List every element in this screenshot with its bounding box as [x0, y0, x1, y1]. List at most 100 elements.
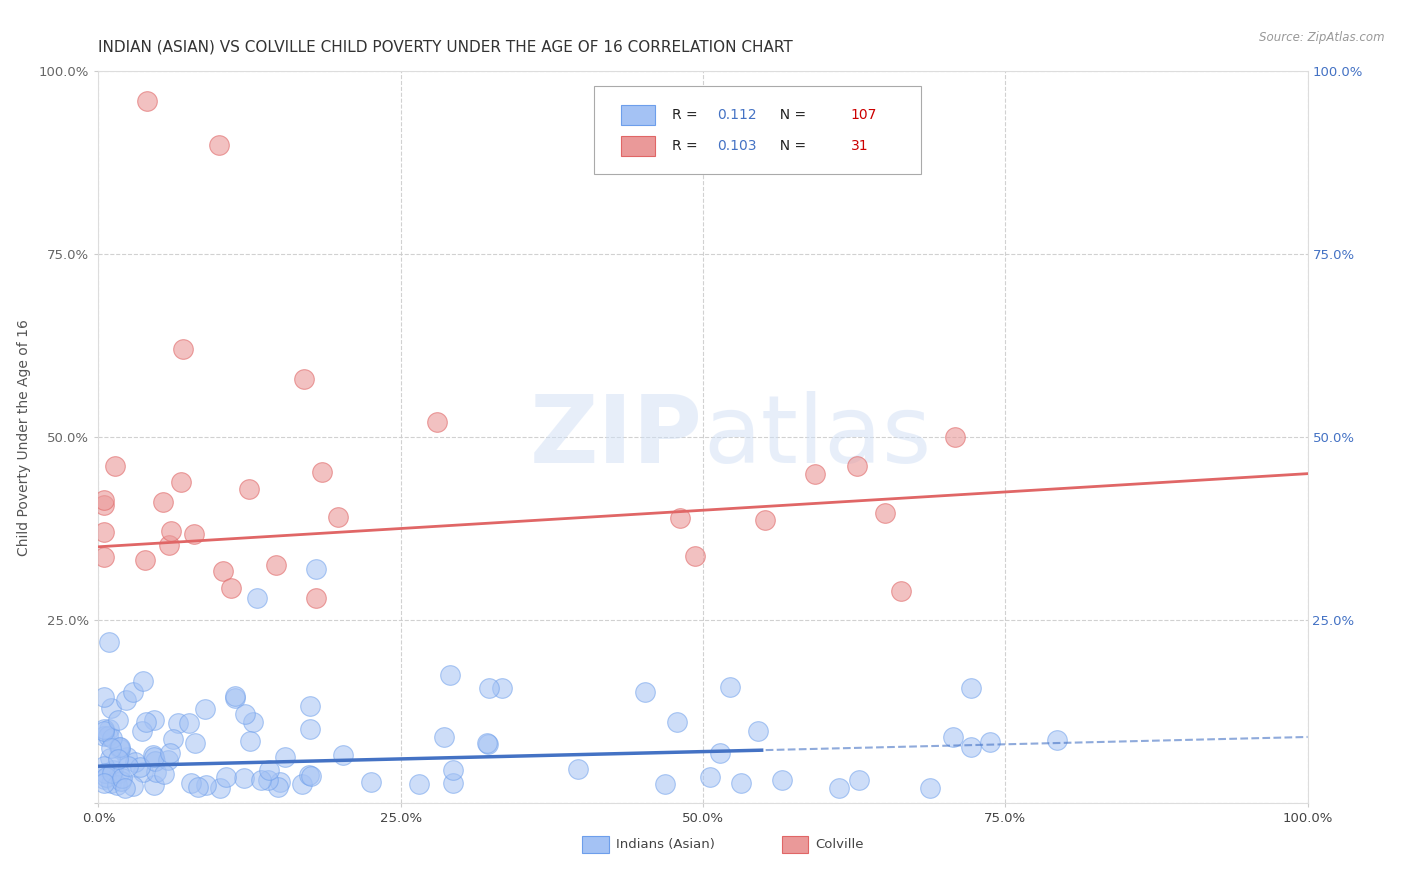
Point [135, 94, 157, 108]
Point [101, 731, 124, 745]
Point [177, 715, 200, 730]
Point [152, 495, 174, 509]
Point [250, 772, 273, 787]
Point [93, 690, 115, 704]
Point [170, 475, 193, 489]
Text: 31: 31 [851, 139, 868, 153]
Point [477, 737, 499, 751]
Point [162, 731, 184, 746]
Point [264, 558, 287, 572]
Point [93, 498, 115, 512]
Bar [621, 136, 655, 156]
Point [117, 758, 139, 772]
Point [274, 749, 297, 764]
Point [257, 772, 280, 787]
Point [299, 769, 322, 783]
Point [326, 510, 349, 524]
Point [224, 691, 246, 706]
Point [195, 778, 218, 792]
Point [242, 714, 264, 729]
Point [108, 740, 131, 755]
Point [291, 776, 314, 790]
Point [491, 681, 513, 696]
Point [143, 754, 166, 768]
Point [730, 776, 752, 790]
Point [124, 756, 146, 770]
Point [269, 775, 291, 789]
Point [219, 582, 242, 596]
Text: N =: N = [770, 139, 810, 153]
Point [360, 774, 382, 789]
Point [208, 780, 231, 795]
Point [93, 729, 115, 743]
Point [426, 416, 449, 430]
Point [875, 506, 897, 520]
Point [187, 780, 209, 794]
Point [567, 762, 589, 776]
Point [1045, 733, 1067, 747]
Point [669, 510, 692, 524]
Text: 0.112: 0.112 [717, 108, 758, 122]
Point [699, 770, 721, 784]
Point [828, 780, 851, 795]
Point [257, 763, 280, 777]
Point [208, 137, 231, 152]
Point [104, 459, 127, 474]
Point [98, 751, 121, 765]
Text: 107: 107 [851, 108, 877, 122]
Text: N =: N = [770, 108, 810, 122]
Point [96, 729, 118, 743]
Point [100, 776, 122, 790]
Point [890, 584, 912, 599]
Point [157, 753, 180, 767]
Point [93, 772, 115, 787]
Point [267, 780, 290, 794]
Point [194, 702, 217, 716]
Point [93, 758, 115, 772]
Point [718, 680, 741, 694]
Point [959, 681, 981, 695]
Point [157, 538, 180, 552]
Point [747, 724, 769, 739]
Point [754, 513, 776, 527]
Point [211, 564, 233, 578]
Point [441, 776, 464, 790]
Point [97, 722, 120, 736]
Point [332, 747, 354, 762]
Point [298, 768, 321, 782]
Point [145, 765, 167, 780]
Text: atlas: atlas [703, 391, 931, 483]
Point [93, 766, 115, 780]
Point [93, 724, 115, 739]
Text: ZIP: ZIP [530, 391, 703, 483]
Point [142, 747, 165, 762]
Point [107, 752, 129, 766]
Point [180, 776, 202, 790]
Point [105, 778, 128, 792]
Point [633, 685, 655, 699]
Point [311, 465, 333, 479]
Bar [782, 837, 808, 853]
Point [97, 635, 120, 649]
Point [239, 734, 262, 748]
Point [107, 713, 129, 727]
Point [110, 740, 132, 755]
Point [475, 736, 498, 750]
Point [298, 698, 321, 713]
Bar [582, 837, 609, 853]
Point [143, 713, 166, 727]
Point [134, 552, 156, 566]
Point [441, 763, 464, 777]
Text: Colville: Colville [815, 838, 863, 851]
Point [100, 765, 122, 780]
Text: Indians (Asian): Indians (Asian) [616, 838, 714, 851]
Text: Source: ZipAtlas.com: Source: ZipAtlas.com [1260, 31, 1385, 45]
Point [172, 343, 194, 357]
Point [115, 693, 138, 707]
Point [305, 591, 328, 605]
Point [110, 774, 132, 789]
Point [142, 750, 165, 764]
Point [845, 459, 868, 474]
Point [233, 706, 256, 721]
Point [93, 524, 115, 539]
